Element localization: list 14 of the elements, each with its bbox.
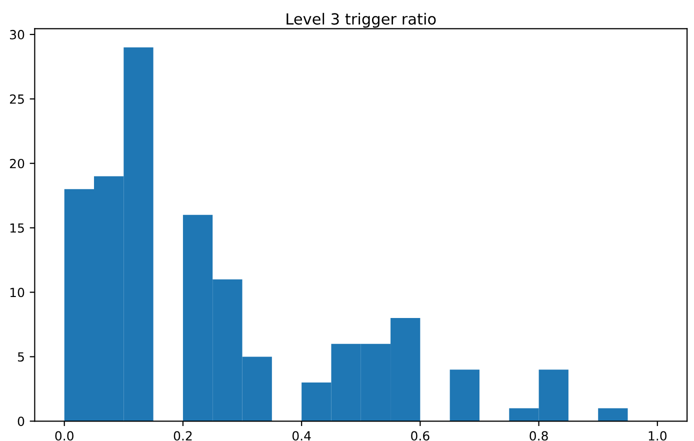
x-tick-label: 0.4 [292,431,311,441]
x-tick-label: 0.0 [55,431,74,441]
y-tick-label: 25 [10,94,24,104]
y-tick-label: 15 [10,223,24,233]
y-tick-label: 30 [10,30,24,40]
y-tick-label: 20 [10,158,24,168]
y-tick-label: 5 [18,352,24,362]
x-tick-label: 0.2 [174,431,192,441]
chart-title: Level 3 trigger ratio [286,12,436,28]
y-tick-label: 10 [10,288,24,298]
x-tick-label: 1.0 [648,431,667,441]
x-tick-label: 0.8 [530,431,548,441]
y-tick-label: 0 [18,416,24,426]
x-tick-label: 0.6 [411,431,430,441]
